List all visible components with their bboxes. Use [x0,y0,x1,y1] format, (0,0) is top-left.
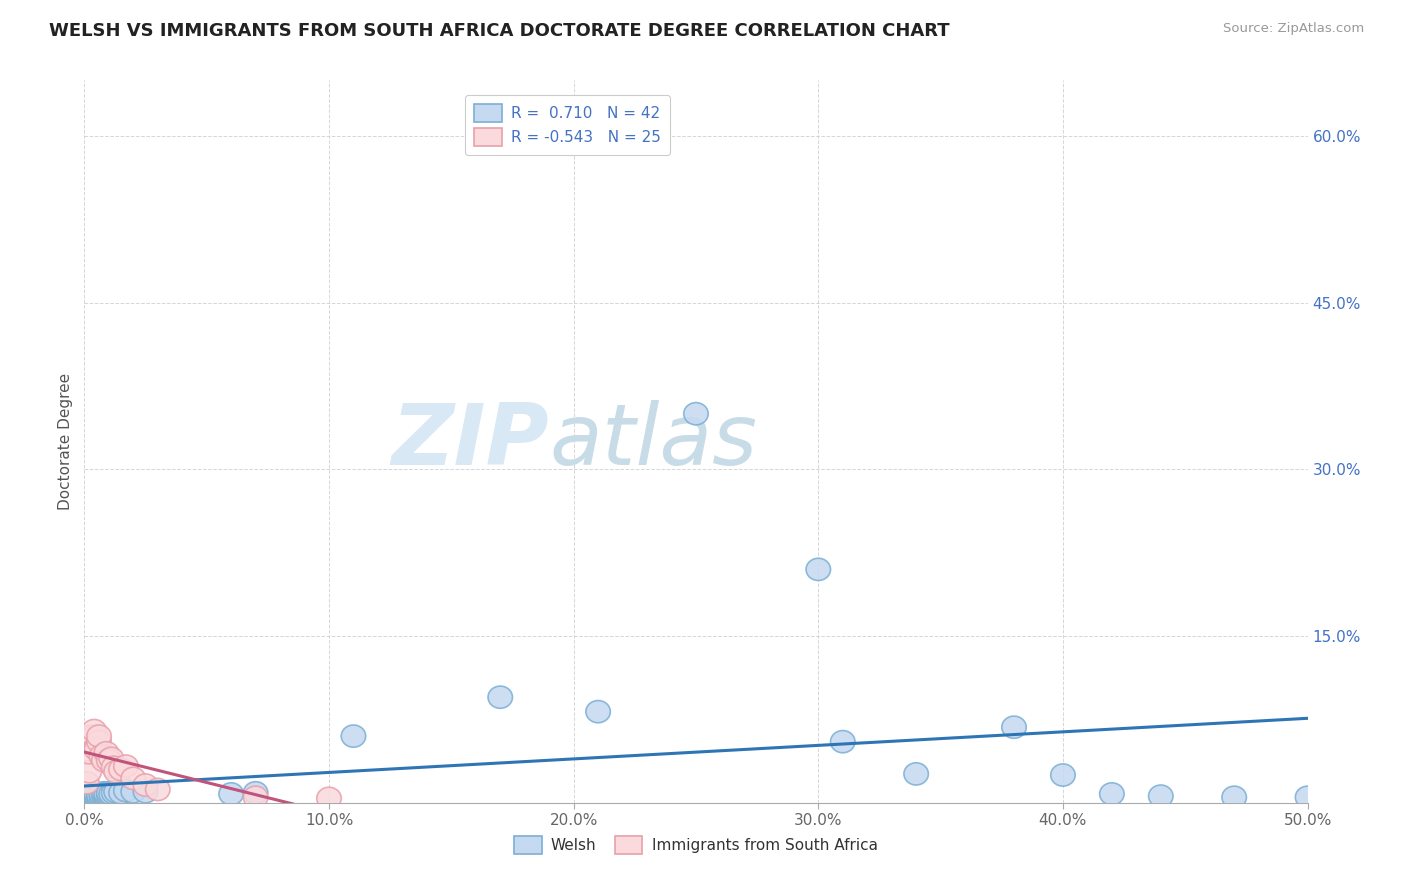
Ellipse shape [1222,786,1247,808]
Ellipse shape [586,700,610,723]
Ellipse shape [108,758,134,780]
Ellipse shape [89,785,114,807]
Ellipse shape [75,772,98,794]
Ellipse shape [342,725,366,747]
Text: WELSH VS IMMIGRANTS FROM SOUTH AFRICA DOCTORATE DEGREE CORRELATION CHART: WELSH VS IMMIGRANTS FROM SOUTH AFRICA DO… [49,22,950,40]
Ellipse shape [77,741,101,764]
Ellipse shape [97,781,121,804]
Ellipse shape [97,784,121,806]
Ellipse shape [97,749,121,772]
Ellipse shape [108,781,134,804]
Ellipse shape [243,781,269,804]
Ellipse shape [101,756,127,779]
Ellipse shape [84,783,108,805]
Ellipse shape [146,779,170,801]
Ellipse shape [114,780,138,802]
Ellipse shape [84,785,108,807]
Ellipse shape [87,725,111,747]
Ellipse shape [82,725,107,747]
Ellipse shape [98,747,124,770]
Ellipse shape [77,788,101,809]
Ellipse shape [98,783,124,805]
Ellipse shape [243,786,269,808]
Ellipse shape [104,761,128,783]
Ellipse shape [104,780,128,803]
Ellipse shape [82,784,107,806]
Ellipse shape [91,781,117,804]
Legend: Welsh, Immigrants from South Africa: Welsh, Immigrants from South Africa [508,830,884,860]
Ellipse shape [82,786,107,808]
Ellipse shape [80,731,104,753]
Ellipse shape [77,786,101,808]
Ellipse shape [134,774,157,797]
Ellipse shape [89,745,114,767]
Ellipse shape [89,783,114,805]
Ellipse shape [316,788,342,809]
Y-axis label: Doctorate Degree: Doctorate Degree [58,373,73,510]
Ellipse shape [94,783,118,805]
Ellipse shape [91,784,117,806]
Ellipse shape [87,784,111,806]
Ellipse shape [101,781,127,804]
Ellipse shape [134,780,157,803]
Ellipse shape [75,789,98,811]
Ellipse shape [1002,716,1026,739]
Ellipse shape [80,785,104,807]
Ellipse shape [82,720,107,741]
Ellipse shape [84,788,108,809]
Ellipse shape [94,741,118,764]
Ellipse shape [1149,785,1173,807]
Ellipse shape [121,767,146,789]
Ellipse shape [77,761,101,783]
Text: atlas: atlas [550,400,758,483]
Ellipse shape [904,763,928,785]
Ellipse shape [91,749,117,772]
Text: ZIP: ZIP [391,400,550,483]
Ellipse shape [488,686,513,708]
Ellipse shape [1050,764,1076,786]
Ellipse shape [87,786,111,808]
Ellipse shape [806,558,831,581]
Ellipse shape [121,780,146,803]
Text: Source: ZipAtlas.com: Source: ZipAtlas.com [1223,22,1364,36]
Ellipse shape [114,755,138,777]
Ellipse shape [84,736,108,758]
Ellipse shape [1099,783,1125,805]
Ellipse shape [80,788,104,809]
Ellipse shape [1295,786,1320,808]
Ellipse shape [94,785,118,807]
Ellipse shape [80,725,104,747]
Ellipse shape [219,783,243,805]
Ellipse shape [683,402,709,425]
Ellipse shape [87,731,111,753]
Ellipse shape [84,739,108,761]
Ellipse shape [831,731,855,753]
